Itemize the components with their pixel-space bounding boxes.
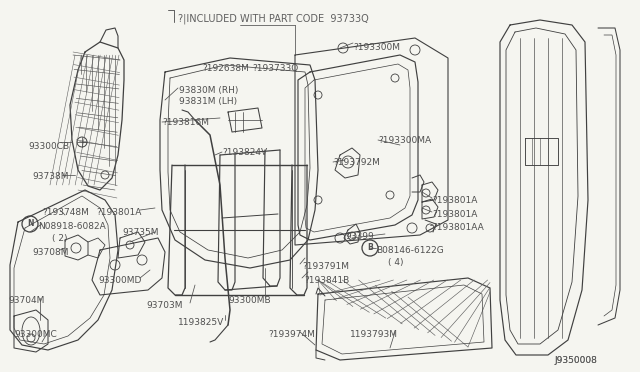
Text: J9350008: J9350008 bbox=[554, 356, 597, 365]
Text: ?193791M: ?193791M bbox=[302, 262, 349, 271]
Text: B08146-6122G: B08146-6122G bbox=[376, 246, 444, 255]
Text: 93300MD: 93300MD bbox=[98, 276, 141, 285]
Text: ?193816M: ?193816M bbox=[162, 118, 209, 127]
Text: N08918-6082A: N08918-6082A bbox=[38, 222, 106, 231]
Text: ?193841B: ?193841B bbox=[304, 276, 349, 285]
Text: 93399: 93399 bbox=[345, 232, 374, 241]
Text: 1193793M: 1193793M bbox=[350, 330, 398, 339]
Text: ( 4): ( 4) bbox=[388, 258, 403, 267]
Text: ?|INCLUDED WITH PART CODE  93733Q: ?|INCLUDED WITH PART CODE 93733Q bbox=[178, 14, 369, 25]
Text: 93708M: 93708M bbox=[32, 248, 68, 257]
Text: 93831M (LH): 93831M (LH) bbox=[179, 97, 237, 106]
Text: 93704M: 93704M bbox=[8, 296, 44, 305]
Text: 93300MC: 93300MC bbox=[14, 330, 57, 339]
Text: ?193801A: ?193801A bbox=[432, 196, 477, 205]
Text: ( 2): ( 2) bbox=[52, 234, 67, 243]
Text: J9350008: J9350008 bbox=[554, 356, 597, 365]
Text: 1193825V: 1193825V bbox=[178, 318, 224, 327]
Text: 93300CB: 93300CB bbox=[28, 142, 69, 151]
Text: ?193801A: ?193801A bbox=[96, 208, 141, 217]
Text: 93738M: 93738M bbox=[32, 172, 68, 181]
Text: 93300MB: 93300MB bbox=[228, 296, 271, 305]
Text: 93735M: 93735M bbox=[122, 228, 159, 237]
Text: 93830M (RH): 93830M (RH) bbox=[179, 86, 238, 95]
Text: N: N bbox=[27, 219, 33, 228]
Text: ?193300M: ?193300M bbox=[353, 43, 400, 52]
Text: B: B bbox=[367, 244, 373, 253]
Text: ?193974M: ?193974M bbox=[268, 330, 315, 339]
Text: ?193801A: ?193801A bbox=[432, 210, 477, 219]
Text: ?193801AA: ?193801AA bbox=[432, 223, 484, 232]
Text: ?193792M: ?193792M bbox=[333, 158, 380, 167]
Text: ?192638M: ?192638M bbox=[202, 64, 249, 73]
Text: ?193824V: ?193824V bbox=[222, 148, 267, 157]
Text: ?193748M: ?193748M bbox=[42, 208, 89, 217]
Text: 93703M: 93703M bbox=[146, 301, 182, 310]
Text: ?193733Q: ?193733Q bbox=[252, 64, 298, 73]
Text: ?193300MA: ?193300MA bbox=[378, 136, 431, 145]
